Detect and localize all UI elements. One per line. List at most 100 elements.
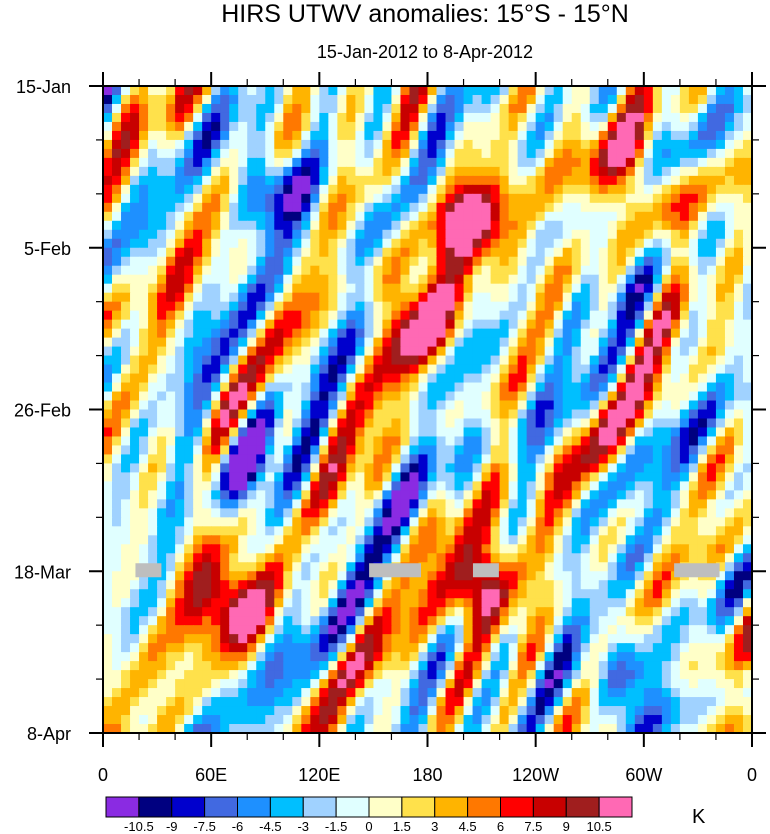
heatmap-cell — [121, 247, 131, 258]
heatmap-cell — [589, 517, 600, 527]
heatmap-cell — [346, 202, 356, 213]
heatmap-cell — [454, 229, 465, 240]
heatmap-cell — [508, 643, 519, 653]
heatmap-cell — [202, 625, 212, 635]
heatmap-cell — [319, 112, 329, 123]
heatmap-cell — [328, 139, 338, 150]
heatmap-cell — [553, 202, 564, 213]
heatmap-cell — [463, 211, 474, 222]
heatmap-cell — [337, 292, 347, 303]
heatmap-cell — [211, 94, 221, 105]
heatmap-cell — [436, 517, 447, 527]
heatmap-cell — [535, 256, 546, 267]
heatmap-cell — [229, 175, 239, 186]
heatmap-cell — [211, 247, 221, 258]
heatmap-cell — [319, 445, 329, 456]
heatmap-cell — [553, 166, 564, 177]
heatmap-cell — [238, 463, 248, 474]
heatmap-cell — [139, 382, 149, 393]
heatmap-cell — [634, 607, 645, 617]
heatmap-cell — [292, 319, 302, 330]
heatmap-cell — [535, 265, 546, 276]
heatmap-cell — [409, 301, 420, 312]
heatmap-cell — [562, 427, 573, 438]
heatmap-cell — [616, 589, 627, 599]
heatmap-cell — [724, 86, 735, 96]
heatmap-cell — [670, 616, 681, 626]
heatmap-cell — [490, 274, 501, 285]
heatmap-cell — [634, 499, 645, 509]
heatmap-cell — [418, 463, 429, 474]
heatmap-cell — [382, 553, 393, 563]
heatmap-cell — [121, 319, 131, 330]
heatmap-cell — [418, 499, 429, 509]
heatmap-cell — [454, 103, 465, 114]
heatmap-cell — [382, 355, 393, 366]
heatmap-cell — [571, 139, 582, 150]
heatmap-cell — [598, 409, 609, 420]
heatmap-cell — [193, 256, 203, 267]
heatmap-cell — [400, 490, 411, 500]
heatmap-cell — [229, 454, 239, 465]
heatmap-cell — [625, 490, 636, 500]
heatmap-cell — [220, 157, 230, 168]
heatmap-cell — [346, 103, 356, 114]
heatmap-cell — [283, 301, 293, 312]
heatmap-cell — [211, 382, 221, 393]
heatmap-cell — [310, 526, 320, 536]
heatmap-cell — [373, 661, 384, 671]
heatmap-cell — [706, 652, 717, 662]
heatmap-cell — [580, 508, 591, 518]
heatmap-cell — [121, 418, 131, 429]
heatmap-cell — [661, 589, 672, 599]
heatmap-cell — [535, 652, 546, 662]
heatmap-cell — [508, 283, 519, 294]
heatmap-cell — [391, 283, 402, 294]
heatmap-cell — [364, 373, 375, 384]
heatmap-cell — [589, 193, 600, 204]
heatmap-cell — [463, 220, 474, 231]
heatmap-cell — [355, 517, 365, 527]
heatmap-cell — [265, 247, 275, 258]
heatmap-cell — [652, 499, 663, 509]
heatmap-cell — [436, 202, 447, 213]
heatmap-cell — [391, 310, 402, 321]
heatmap-cell — [481, 418, 492, 429]
heatmap-cell — [175, 238, 185, 249]
heatmap-cell — [472, 409, 483, 420]
heatmap-cell — [643, 364, 654, 375]
heatmap-cell — [184, 229, 194, 240]
heatmap-cell — [706, 598, 717, 608]
heatmap-cell — [508, 355, 519, 366]
heatmap-cell — [733, 436, 744, 447]
heatmap-cell — [121, 580, 131, 590]
heatmap-cell — [724, 211, 735, 222]
heatmap-cell — [148, 148, 158, 159]
heatmap-cell — [616, 310, 627, 321]
heatmap-cell — [553, 643, 564, 653]
heatmap-cell — [121, 544, 131, 554]
heatmap-cell — [625, 400, 636, 411]
heatmap-cell — [220, 319, 230, 330]
heatmap-cell — [256, 265, 266, 276]
heatmap-cell — [571, 427, 582, 438]
heatmap-cell — [607, 472, 618, 482]
heatmap-cell — [202, 283, 212, 294]
heatmap-cell — [517, 490, 528, 500]
heatmap-cell — [373, 292, 384, 303]
heatmap-cell — [130, 706, 140, 716]
heatmap-cell — [427, 679, 438, 689]
heatmap-cell — [526, 238, 537, 249]
heatmap-cell — [589, 688, 600, 698]
heatmap-cell — [418, 697, 429, 707]
heatmap-cell — [625, 580, 636, 590]
heatmap-cell — [535, 184, 546, 195]
heatmap-cell — [202, 265, 212, 276]
heatmap-cell — [688, 112, 699, 123]
heatmap-cell — [148, 229, 158, 240]
heatmap-cell — [292, 391, 302, 402]
heatmap-cell — [616, 625, 627, 635]
heatmap-cell — [382, 337, 393, 348]
heatmap-cell — [724, 256, 735, 267]
heatmap-cell — [328, 166, 338, 177]
